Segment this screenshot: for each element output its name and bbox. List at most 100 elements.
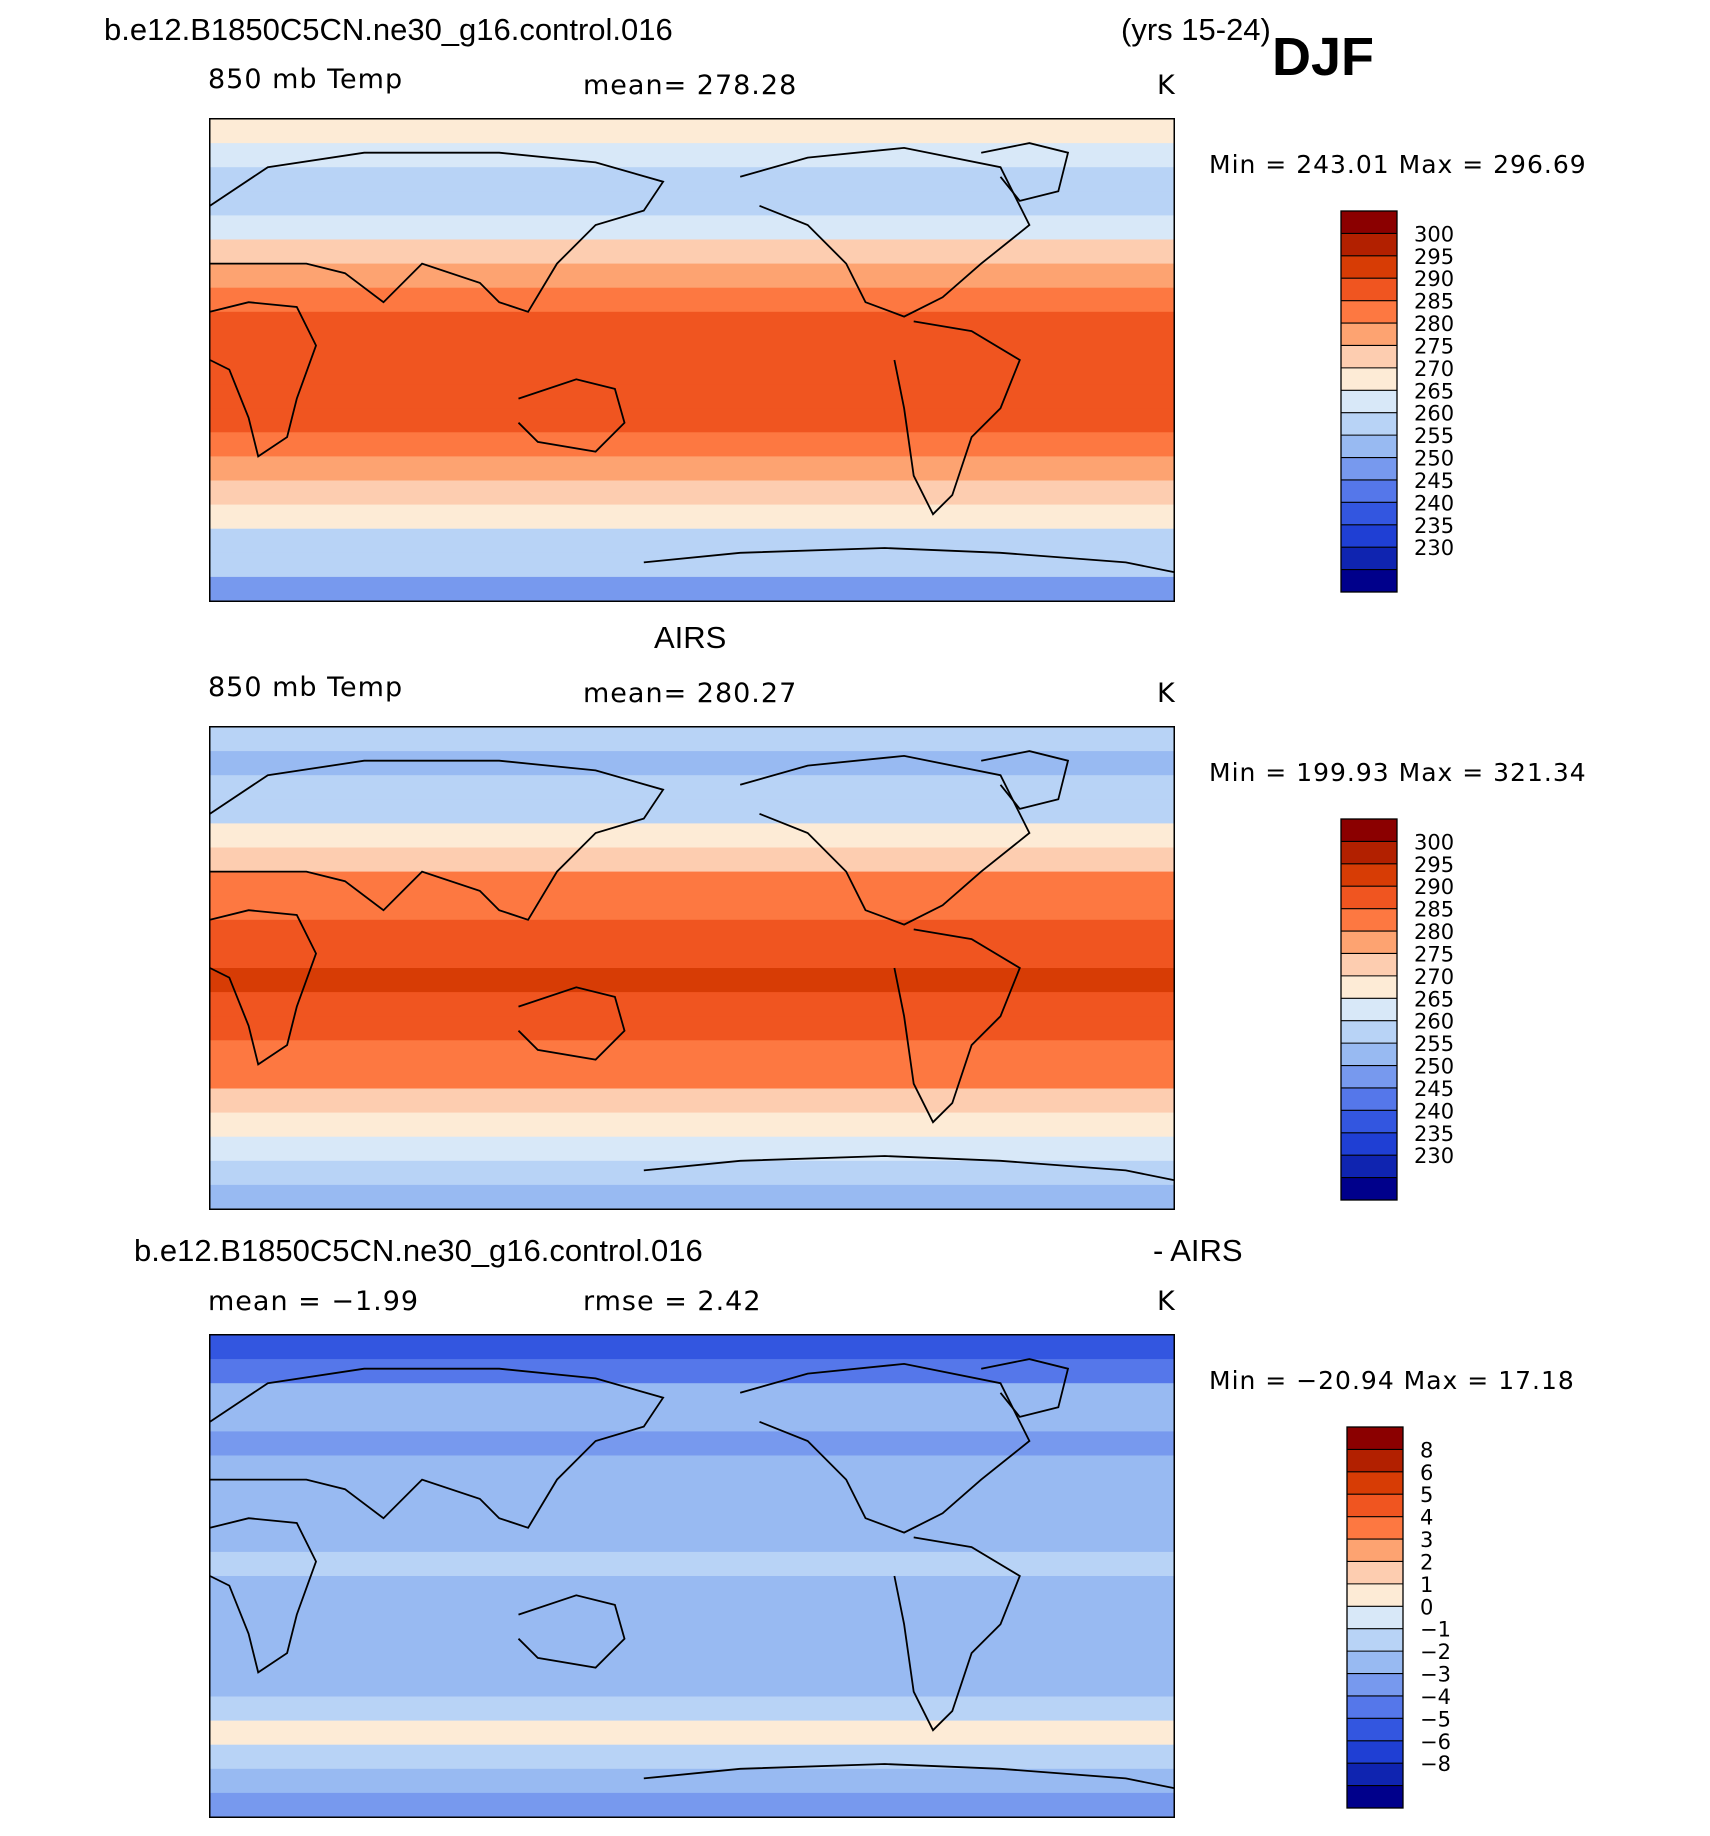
lat-band <box>210 263 1174 289</box>
map-fill <box>210 727 1174 1210</box>
panel1-units-label: K <box>1157 70 1176 101</box>
colorbar-swatch <box>1347 1718 1403 1742</box>
lat-band <box>210 1136 1174 1162</box>
panel2-map <box>209 726 1175 1210</box>
lat-band <box>210 919 1174 945</box>
colorbar-tick-label: 280 <box>1414 312 1454 336</box>
lat-band <box>210 1335 1174 1360</box>
lat-band <box>210 311 1174 337</box>
colorbar-tick-label: −2 <box>1420 1640 1451 1664</box>
colorbar-swatch <box>1341 367 1397 391</box>
lat-band <box>210 1503 1174 1529</box>
season-label: DJF <box>1272 27 1375 87</box>
lat-band <box>210 167 1174 192</box>
colorbar-tick-label: 8 <box>1420 1438 1433 1462</box>
colorbar-swatch <box>1341 931 1397 954</box>
colorbar-swatch <box>1341 323 1397 346</box>
lat-band <box>210 119 1174 144</box>
colorbar-swatch <box>1341 975 1397 999</box>
colorbar-tick-label: 255 <box>1414 424 1454 448</box>
lat-band <box>210 751 1174 776</box>
colorbar-swatch <box>1341 300 1397 324</box>
coastline <box>643 547 1175 573</box>
colorbar-swatch <box>1341 908 1397 932</box>
colorbar-tick-label: 5 <box>1420 1483 1433 1507</box>
lat-band <box>210 1527 1174 1553</box>
colorbar-tick-label: −4 <box>1420 1685 1451 1709</box>
colorbar-tick-label: 6 <box>1420 1461 1433 1485</box>
colorbar-tick-label: −5 <box>1420 1707 1451 1731</box>
lat-band <box>210 1744 1174 1770</box>
colorbar-tick-label: 245 <box>1414 1077 1454 1101</box>
coastline <box>893 320 1021 516</box>
years-label: (yrs 15-24) <box>1121 12 1271 47</box>
lat-band <box>210 1455 1174 1481</box>
colorbar-swatch <box>1341 435 1397 458</box>
colorbar-swatch <box>1341 953 1397 977</box>
lat-band <box>210 504 1174 530</box>
colorbar-swatch <box>1347 1785 1403 1809</box>
colorbar-swatch <box>1341 457 1397 481</box>
colorbar-swatch <box>1341 211 1397 234</box>
colorbar-tick-label: 250 <box>1414 447 1454 471</box>
lat-band <box>210 1672 1174 1698</box>
colorbar-tick-label: 255 <box>1414 1032 1454 1056</box>
coastline <box>643 1155 1175 1181</box>
lat-band <box>210 1479 1174 1505</box>
coastline <box>209 1517 317 1674</box>
coastline <box>981 142 1070 202</box>
coastline <box>209 909 317 1066</box>
coastlines <box>209 142 1175 573</box>
colorbar-tick-label: 285 <box>1414 290 1454 314</box>
lat-band <box>210 1112 1174 1138</box>
lat-band <box>210 1600 1174 1625</box>
lat-band <box>210 384 1174 409</box>
panel3-units-label: K <box>1157 1286 1176 1317</box>
lat-band <box>210 143 1174 168</box>
coastlines <box>209 1358 1175 1789</box>
colorbar-swatch <box>1341 886 1397 910</box>
lat-band <box>210 408 1174 433</box>
coastline <box>517 1594 626 1669</box>
lat-band <box>210 968 1174 993</box>
coastlines <box>209 750 1175 1181</box>
lat-band <box>210 1160 1174 1186</box>
panel1-mean-label: mean= 278.28 <box>583 70 798 101</box>
colorbar-swatch <box>1347 1673 1403 1697</box>
colorbar-tick-label: 260 <box>1414 402 1454 426</box>
lat-band <box>210 1576 1174 1601</box>
colorbar-tick-label: 295 <box>1414 245 1454 269</box>
colorbar-tick-label: −6 <box>1420 1730 1451 1754</box>
map-frame <box>209 1334 1175 1818</box>
colorbar-swatch <box>1341 1132 1397 1156</box>
colorbar-tick-label: 275 <box>1414 334 1454 358</box>
colorbar-tick-label: 4 <box>1420 1506 1433 1530</box>
panel3-map <box>209 1334 1175 1818</box>
colorbar-frame <box>1346 1426 1404 1809</box>
colorbar-tick-label: 250 <box>1414 1055 1454 1079</box>
map-fill <box>210 119 1174 602</box>
coastline <box>517 986 626 1061</box>
colorbar-swatch <box>1341 1043 1397 1066</box>
lat-band <box>210 1016 1174 1041</box>
lat-band <box>210 191 1174 216</box>
colorbar-swatch <box>1347 1539 1403 1562</box>
lat-band <box>210 847 1174 873</box>
lat-band <box>210 943 1174 969</box>
colorbar-tick-label: 1 <box>1420 1573 1433 1597</box>
colorbar-swatch <box>1347 1427 1403 1450</box>
colorbar-swatch <box>1341 1065 1397 1089</box>
lat-band <box>210 1792 1174 1818</box>
panel3-title-left: b.e12.B1850C5CN.ne30_g16.control.016 <box>134 1233 703 1268</box>
colorbar-tick-label: 240 <box>1414 491 1454 515</box>
colorbar-swatch <box>1341 1177 1397 1201</box>
lat-band <box>210 456 1174 482</box>
lat-band <box>210 775 1174 800</box>
colorbar-tick-label: 0 <box>1420 1595 1433 1619</box>
colorbar-tick-label: 2 <box>1420 1550 1433 1574</box>
colorbar-swatch <box>1341 1110 1397 1134</box>
colorbar-swatch <box>1341 479 1397 503</box>
lat-band <box>210 528 1174 554</box>
lat-band <box>210 576 1174 602</box>
colorbar-tick-label: 230 <box>1414 536 1454 560</box>
